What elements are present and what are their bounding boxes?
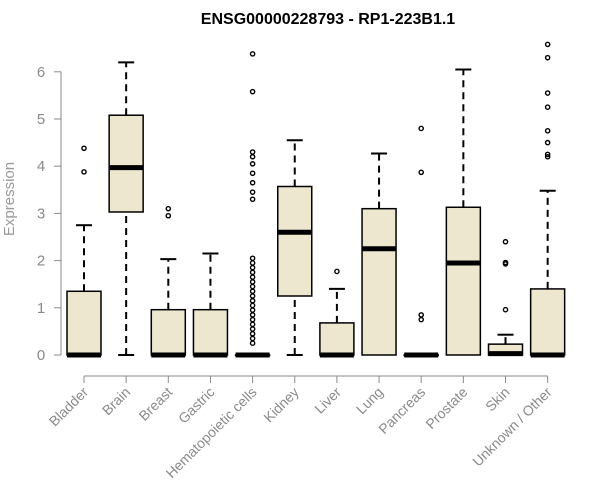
x-tick-label: Lung — [353, 384, 386, 417]
outlier-point — [249, 264, 256, 271]
outlier-point — [334, 268, 340, 275]
outlier-point — [418, 316, 425, 323]
box-lung — [361, 152, 397, 356]
outlier-point — [544, 127, 551, 134]
box-brain — [108, 61, 144, 356]
outlier-point — [544, 151, 551, 158]
box-skin — [487, 238, 524, 357]
outlier-point — [418, 125, 425, 132]
box-body — [529, 288, 566, 356]
outlier-point — [502, 238, 509, 245]
y-tick-label: 4 — [37, 158, 45, 175]
x-tick-label: Unknown / Other — [469, 384, 555, 470]
outlier-point — [418, 312, 425, 318]
y-tick-label: 3 — [37, 205, 45, 222]
outlier-point — [165, 205, 172, 212]
x-tick-label: Kidney — [260, 384, 302, 426]
outlier-point — [249, 196, 256, 203]
box-body — [319, 322, 355, 356]
box-pancreas — [403, 125, 439, 358]
outlier-point — [249, 330, 256, 337]
box-body — [192, 308, 229, 356]
outlier-point — [165, 212, 172, 219]
y-tick-label: 6 — [37, 64, 45, 81]
outlier-point — [249, 179, 256, 186]
box-gastric — [192, 252, 229, 358]
outlier-point — [249, 255, 256, 262]
x-tick-label: Bladder — [46, 384, 92, 430]
box-body — [66, 290, 102, 356]
outlier-point — [249, 321, 256, 328]
outlier-point — [249, 161, 256, 167]
box-bladder — [66, 145, 102, 358]
outlier-point — [544, 153, 551, 160]
outlier-point — [249, 340, 256, 347]
outlier-point — [81, 145, 87, 152]
plot-area — [66, 41, 566, 358]
outlier-point — [249, 51, 256, 57]
y-tick-label: 0 — [37, 347, 45, 364]
x-tick-label: Prostate — [422, 384, 470, 432]
box-body — [108, 114, 144, 213]
outlier-point — [502, 306, 509, 313]
outlier-point — [249, 279, 256, 285]
box-kidney — [277, 139, 313, 356]
y-tick-label: 5 — [37, 111, 45, 128]
x-tick-label: Brain — [99, 384, 133, 418]
outlier-point — [544, 54, 551, 61]
y-tick-label: 1 — [37, 300, 45, 317]
outlier-point — [249, 269, 256, 276]
outlier-point — [249, 274, 256, 280]
y-axis: 0 1 2 3 4 5 6 — [37, 64, 62, 364]
outlier-point — [249, 170, 256, 177]
outlier-point — [249, 312, 256, 318]
outlier-point — [249, 288, 256, 295]
outlier-point — [249, 283, 256, 290]
x-tick-label: Breast — [135, 384, 175, 424]
outlier-point — [544, 41, 551, 48]
x-tick-label: Pancreas — [375, 384, 428, 437]
outlier-point — [249, 153, 256, 160]
y-axis-label: Expression — [1, 162, 18, 236]
box-body — [277, 185, 313, 297]
box-liver — [319, 268, 355, 358]
outlier-point — [249, 189, 256, 195]
x-tick-label: Liver — [311, 384, 344, 417]
chart-title: ENSG00000228793 - RP1-223B1.1 — [201, 11, 455, 28]
box-body — [445, 206, 482, 356]
box-body — [361, 207, 397, 356]
outlier-point — [418, 169, 425, 176]
outlier-point — [502, 259, 509, 266]
outlier-point — [249, 307, 256, 313]
outlier-point — [249, 316, 256, 323]
x-tick-label: Skin — [482, 384, 513, 415]
outlier-point — [81, 169, 87, 175]
outlier-point — [249, 293, 256, 299]
outlier-point — [544, 139, 551, 146]
outlier-point — [249, 88, 256, 95]
outlier-point — [249, 149, 256, 155]
outlier-point — [249, 326, 256, 332]
box-hematopoietic-cells — [234, 51, 271, 358]
outlier-point — [544, 104, 551, 110]
box-breast — [150, 205, 187, 358]
outlier-point — [544, 90, 551, 96]
outlier-point — [249, 260, 256, 266]
outlier-point — [249, 335, 256, 342]
box-unknown-other — [529, 41, 566, 358]
outlier-point — [249, 302, 256, 309]
outlier-point — [249, 297, 256, 304]
y-tick-label: 2 — [37, 253, 45, 270]
box-body — [150, 308, 187, 356]
box-prostate — [445, 68, 482, 356]
